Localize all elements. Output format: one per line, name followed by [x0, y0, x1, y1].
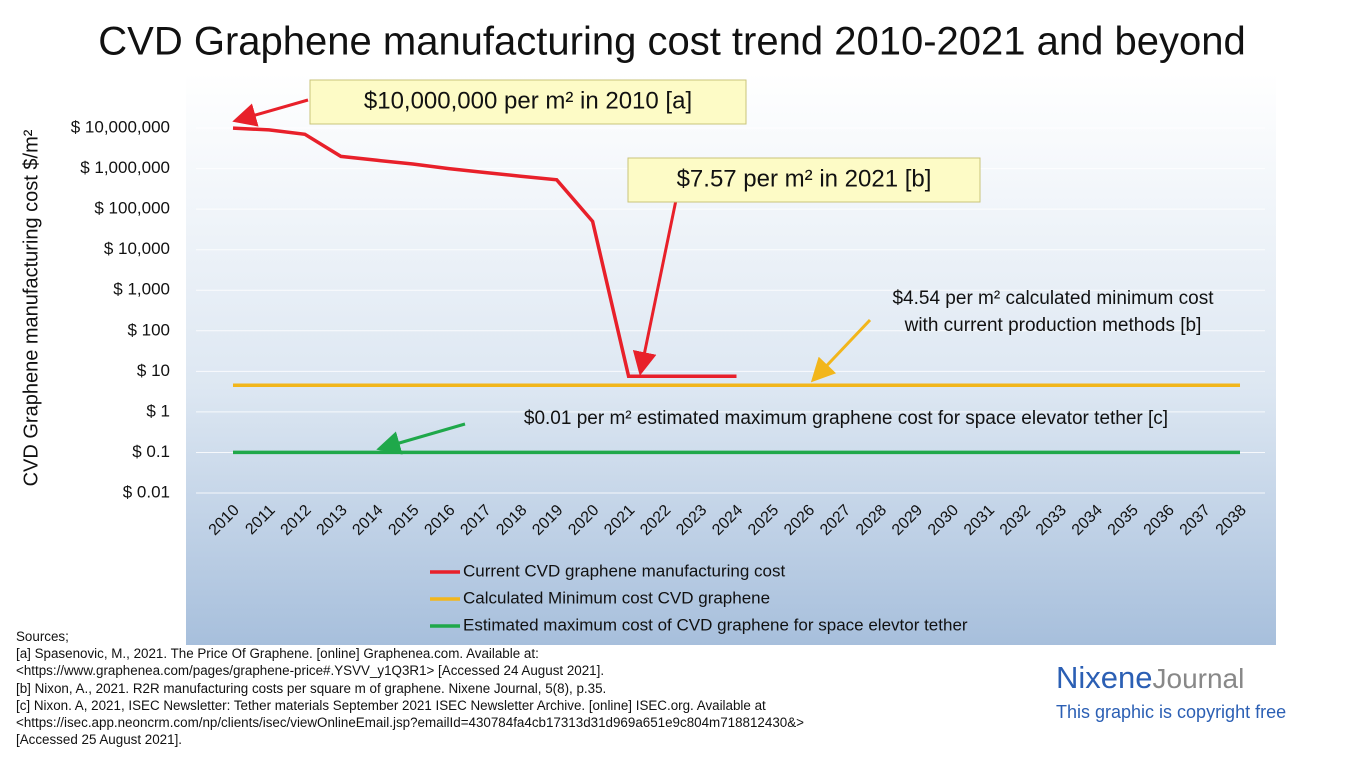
logo: NixeneJournal This graphic is copyright … [1056, 660, 1316, 723]
y-tick-label: $ 1 [146, 401, 170, 420]
legend-label: Estimated maximum cost of CVD graphene f… [463, 615, 968, 634]
arrow [376, 422, 466, 455]
annotation: $7.57 per m² in 2021 [b] [677, 165, 932, 192]
y-tick-label: $ 100,000 [94, 199, 170, 218]
y-tick-label: $ 1,000 [113, 280, 170, 299]
logo-sub: Journal [1152, 663, 1245, 694]
source-line: [b] Nixon, A., 2021. R2R manufacturing c… [16, 680, 607, 696]
source-line: [a] Spasenovic, M., 2021. The Price Of G… [16, 646, 539, 662]
annotation: with current production methods [b] [904, 315, 1202, 336]
y-tick-label: $ 10 [137, 361, 170, 380]
y-tick-label: $ 10,000,000 [71, 118, 170, 137]
legend-label: Current CVD graphene manufacturing cost [463, 561, 785, 580]
sources: Sources; [a] Spasenovic, M., 2021. The Pr… [16, 628, 804, 748]
annotation-box [627, 157, 981, 203]
y-tick-label: $ 100 [127, 320, 170, 339]
annotation: $10,000,000 per m² in 2010 [a] [364, 87, 692, 114]
arrow [632, 199, 678, 376]
arrow [810, 318, 872, 383]
annotation: $0.01 per m² estimated maximum graphene … [524, 408, 1168, 429]
source-line: Sources; [16, 629, 69, 644]
legend-label: Calculated Minimum cost CVD graphene [463, 588, 770, 607]
copyright: This graphic is copyright free [1056, 702, 1287, 722]
y-tick-label: $ 0.01 [123, 482, 170, 501]
y-axis-label: CVD Graphene manufacturing cost $/m² [20, 129, 42, 486]
annotation-box [309, 79, 747, 125]
grid [196, 127, 1265, 494]
source-line: <https://www.graphenea.com/pages/graphen… [16, 663, 605, 679]
series-line [232, 126, 737, 379]
y-tick-label: $ 0.1 [132, 442, 170, 461]
logo-name: Nixene [1056, 660, 1153, 695]
source-line: [Accessed 25 August 2021]. [16, 732, 183, 748]
annotation: $4.54 per m² calculated minimum cost [892, 288, 1214, 309]
chart-title: CVD Graphene manufacturing cost trend 20… [98, 20, 1245, 64]
source-line: <https://isec.app.neoncrm.com/np/clients… [16, 715, 804, 731]
y-tick-label: $ 1,000,000 [80, 158, 170, 177]
y-tick-label: $ 10,000 [104, 239, 170, 258]
arrow [232, 98, 309, 127]
source-line: [c] Nixon. A, 2021, ISEC Newsletter: Tet… [16, 697, 766, 713]
